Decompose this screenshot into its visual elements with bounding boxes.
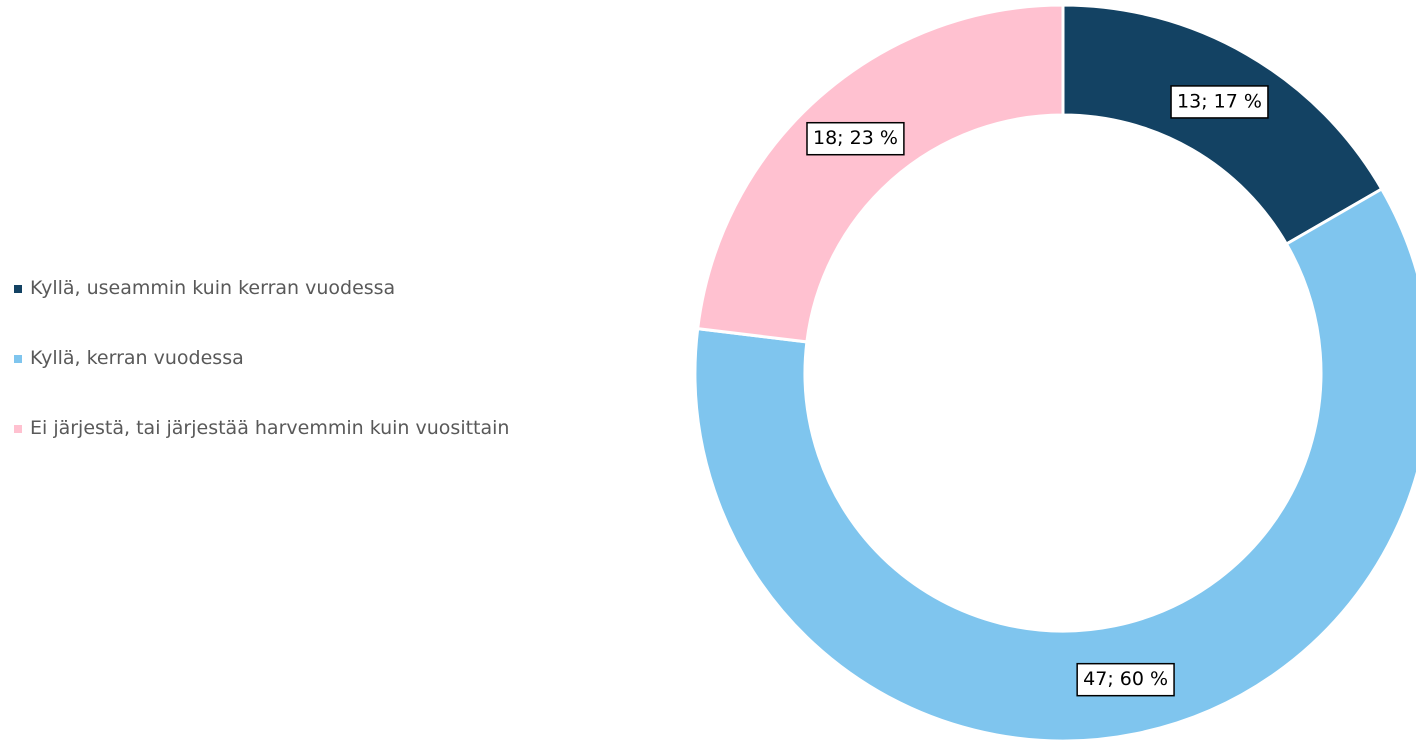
legend-label: Kyllä, useammin kuin kerran vuodessa bbox=[30, 277, 396, 299]
data-label: 13; 17 % bbox=[1170, 85, 1269, 119]
legend-item: Kyllä, kerran vuodessa bbox=[14, 346, 514, 370]
data-label-text: 47; 60 % bbox=[1083, 668, 1168, 690]
legend-swatch bbox=[14, 285, 22, 293]
donut-segment bbox=[1061, 3, 1384, 247]
legend-item: Ei järjestä, tai järjestää harvemmin kui… bbox=[14, 416, 514, 440]
data-label-box bbox=[1170, 85, 1269, 119]
legend-swatch bbox=[14, 355, 22, 363]
data-label-box bbox=[1076, 662, 1175, 697]
donut-segment bbox=[693, 186, 1416, 742]
legend-label: Ei järjestä, tai järjestää harvemmin kui… bbox=[30, 417, 510, 439]
legend-label: Kyllä, kerran vuodessa bbox=[30, 347, 244, 369]
legend-item: Kyllä, useammin kuin kerran vuodessa bbox=[14, 276, 514, 300]
data-label: 47; 60 % bbox=[1076, 662, 1175, 697]
data-label-text: 13; 17 % bbox=[1177, 90, 1262, 112]
legend: Kyllä, useammin kuin kerran vuodessa Kyll… bbox=[14, 276, 514, 486]
legend-swatch bbox=[14, 425, 22, 433]
data-label-box bbox=[806, 121, 905, 156]
donut-segment bbox=[696, 3, 1065, 344]
data-label: 18; 23 % bbox=[806, 121, 905, 156]
data-label-text: 18; 23 % bbox=[813, 127, 898, 149]
